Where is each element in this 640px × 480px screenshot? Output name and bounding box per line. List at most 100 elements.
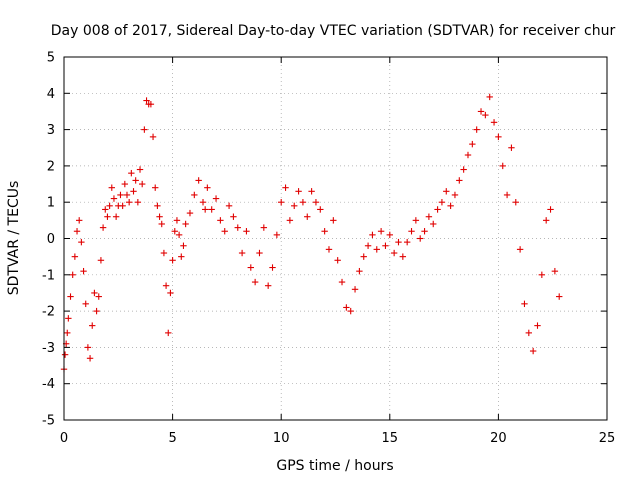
data-point: [165, 329, 172, 337]
data-point: [130, 188, 137, 195]
data-point: [201, 206, 209, 213]
data-point: [369, 231, 376, 239]
data-point: [330, 217, 337, 224]
data-point: [80, 267, 87, 275]
data-point: [123, 191, 131, 199]
data-point: [460, 166, 467, 173]
data-point: [171, 228, 178, 235]
data-point: [69, 271, 76, 278]
data-point: [430, 220, 437, 228]
data-point: [64, 329, 71, 337]
data-point: [269, 264, 276, 271]
data-point: [89, 322, 96, 329]
x-tick-label: 20: [490, 431, 507, 446]
data-point: [317, 206, 324, 213]
y-tick-label: 4: [47, 87, 55, 102]
data-point: [521, 300, 528, 308]
data-point: [403, 238, 411, 246]
data-point: [217, 217, 224, 224]
data-point: [347, 307, 354, 315]
data-point: [76, 217, 83, 224]
y-tick-label: 1: [47, 196, 55, 211]
y-axis-label: SDTVAR / TECUs: [6, 181, 22, 296]
gridlines: [64, 57, 607, 420]
data-point: [112, 213, 120, 220]
data-point: [225, 202, 233, 210]
data-point: [373, 246, 380, 253]
data-point: [102, 206, 109, 213]
data-point: [243, 228, 250, 235]
data-point: [71, 253, 79, 260]
data-point: [251, 278, 259, 286]
data-point: [95, 293, 102, 300]
data-point: [182, 220, 189, 228]
data-point: [486, 93, 493, 101]
data-point: [360, 253, 367, 260]
data-point: [125, 199, 133, 206]
data-point: [351, 286, 359, 293]
data-point: [186, 209, 194, 217]
y-tick-label: 3: [47, 123, 55, 138]
data-point: [152, 184, 159, 191]
plot-frame: [63, 56, 608, 421]
data-point: [199, 199, 207, 206]
data-point: [110, 195, 118, 202]
data-point: [178, 253, 185, 260]
x-axis-label: GPS time / hours: [276, 458, 393, 474]
data-point: [208, 206, 215, 213]
data-point: [86, 355, 94, 362]
data-point: [334, 257, 341, 264]
data-point: [451, 191, 459, 199]
y-tick-label: 5: [47, 51, 55, 66]
data-point: [191, 191, 198, 199]
data-point: [119, 202, 126, 210]
data-point: [136, 166, 144, 173]
axis-ticks: [63, 56, 608, 421]
data-point: [169, 257, 176, 264]
data-point: [556, 293, 563, 300]
data-point: [67, 293, 74, 300]
data-point: [412, 217, 420, 224]
data-point: [490, 119, 498, 126]
data-point: [286, 217, 294, 224]
data-point: [73, 228, 81, 235]
data-point: [180, 242, 187, 249]
data-point: [529, 347, 537, 355]
data-point: [141, 126, 148, 133]
x-tick-labels: 0 5 10 15 20 25: [60, 431, 615, 446]
data-point: [65, 315, 72, 322]
data-point: [308, 188, 315, 195]
data-point: [132, 177, 139, 184]
data-point: [175, 231, 183, 239]
data-point: [417, 235, 424, 242]
data-point: [162, 282, 170, 289]
x-tick-label: 10: [273, 431, 290, 446]
data-point: [425, 213, 433, 220]
data-point: [390, 249, 398, 257]
data-point: [147, 100, 155, 108]
data-point: [321, 228, 328, 235]
data-point: [408, 228, 415, 235]
data-point: [256, 249, 263, 257]
data-point: [78, 238, 85, 246]
data-point: [551, 267, 559, 275]
data-point: [61, 351, 69, 358]
data-point: [382, 242, 389, 249]
data-point: [525, 329, 533, 337]
data-point: [82, 300, 89, 308]
data-point: [499, 162, 506, 170]
data-point: [464, 151, 472, 159]
data-point: [278, 199, 285, 206]
y-tick-label: -2: [42, 305, 55, 320]
data-point: [364, 242, 372, 249]
data-point: [84, 344, 92, 351]
data-point: [495, 133, 502, 141]
data-point: [93, 307, 100, 315]
data-point: [173, 217, 181, 224]
data-point: [117, 191, 124, 199]
y-tick-label: 0: [47, 232, 55, 247]
data-point: [547, 206, 554, 213]
data-point: [456, 177, 463, 184]
data-point: [138, 180, 146, 188]
data-point: [312, 199, 320, 206]
